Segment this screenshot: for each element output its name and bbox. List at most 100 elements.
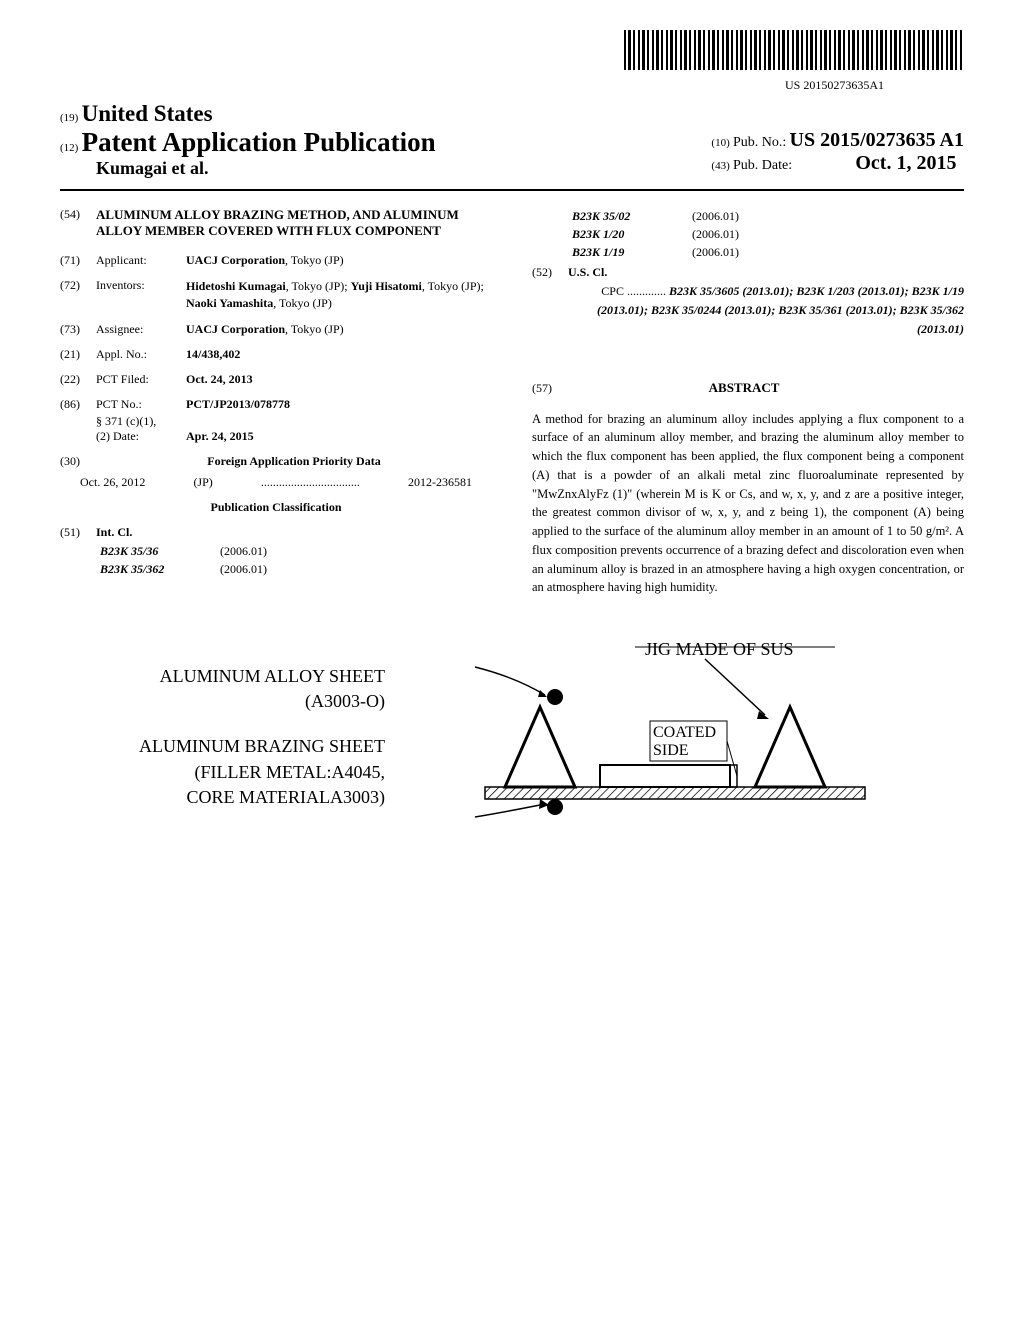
header-right: (10) Pub. No.: US 2015/0273635 A1 (43) P… xyxy=(711,101,964,175)
header-left: (19) United States (12) Patent Applicati… xyxy=(60,101,711,179)
assignee-loc: , Tokyo (JP) xyxy=(285,322,344,336)
title-row: (54) ALUMINUM ALLOY BRAZING METHOD, AND … xyxy=(60,207,492,243)
figure-area: ALUMINUM ALLOY SHEET (A3003-O) ALUMINUM … xyxy=(60,637,964,837)
applicant-value: UACJ Corporation, Tokyo (JP) xyxy=(186,253,492,268)
class-code: B23K 35/362 xyxy=(100,560,220,578)
class-code: B23K 35/36 xyxy=(100,542,220,560)
assignee-row: (73) Assignee: UACJ Corporation, Tokyo (… xyxy=(60,322,492,337)
date-2-row: (2) Date: Apr. 24, 2015 xyxy=(60,429,492,444)
pub-no-num: (10) xyxy=(711,137,729,149)
barcode-graphic xyxy=(624,30,964,70)
class-row: B23K 35/02 (2006.01) xyxy=(532,207,964,225)
inventors-num: (72) xyxy=(60,278,96,312)
cpc-label: CPC ............. xyxy=(601,284,666,298)
class-code: B23K 1/20 xyxy=(572,225,692,243)
authors: Kumagai et al. xyxy=(96,158,209,178)
barcode-number: US 20150273635A1 xyxy=(60,78,884,93)
inventor-3-loc: , Tokyo (JP) xyxy=(273,296,332,310)
inventors-label: Inventors: xyxy=(96,278,186,312)
section-371-row: § 371 (c)(1), xyxy=(60,414,492,429)
abstract-title: ABSTRACT xyxy=(571,380,917,396)
pub-no-label: Pub. No.: xyxy=(733,135,786,150)
figure-left-labels: ALUMINUM ALLOY SHEET (A3003-O) ALUMINUM … xyxy=(139,664,385,810)
priority-date: Oct. 26, 2012 xyxy=(80,475,145,490)
applicant-row: (71) Applicant: UACJ Corporation, Tokyo … xyxy=(60,253,492,268)
pub-class-title: Publication Classification xyxy=(60,500,492,515)
right-column: B23K 35/02 (2006.01) B23K 1/20 (2006.01)… xyxy=(532,207,964,597)
country-num: (19) xyxy=(60,112,78,124)
int-cl-label: Int. Cl. xyxy=(96,525,492,540)
us-cl-num: (52) xyxy=(532,265,568,280)
class-year: (2006.01) xyxy=(220,542,267,560)
pub-no-value: US 2015/0273635 A1 xyxy=(790,129,964,151)
applicant-num: (71) xyxy=(60,253,96,268)
int-cl-list-cont: B23K 35/02 (2006.01) B23K 1/20 (2006.01)… xyxy=(532,207,964,261)
class-code: B23K 35/02 xyxy=(572,207,692,225)
inventor-2-name: Yuji Hisatomi xyxy=(351,279,422,293)
us-cl-label: U.S. Cl. xyxy=(568,265,964,280)
priority-header-row: (30) Foreign Application Priority Data xyxy=(60,454,492,469)
inventor-1-loc: , Tokyo (JP); xyxy=(286,279,351,293)
appl-no-value: 14/438,402 xyxy=(186,347,492,362)
priority-country: (JP) xyxy=(193,475,212,490)
int-cl-num: (51) xyxy=(60,525,96,540)
abstract-num: (57) xyxy=(532,381,568,396)
pct-filed-row: (22) PCT Filed: Oct. 24, 2013 xyxy=(60,372,492,387)
inventors-value: Hidetoshi Kumagai, Tokyo (JP); Yuji Hisa… xyxy=(186,278,492,312)
assignee-value: UACJ Corporation, Tokyo (JP) xyxy=(186,322,492,337)
assignee-label: Assignee: xyxy=(96,322,186,337)
applicant-label: Applicant: xyxy=(96,253,186,268)
coated-label-text: COATED xyxy=(653,724,716,741)
fig-label-1-sub: (A3003-O) xyxy=(139,689,385,714)
priority-data-row: Oct. 26, 2012 (JP) .....................… xyxy=(60,475,492,490)
left-column: (54) ALUMINUM ALLOY BRAZING METHOD, AND … xyxy=(60,207,492,597)
content-columns: (54) ALUMINUM ALLOY BRAZING METHOD, AND … xyxy=(60,207,964,597)
date-2-value: Apr. 24, 2015 xyxy=(186,429,492,444)
priority-num: (30) xyxy=(60,454,96,469)
side-label-text: SIDE xyxy=(653,742,689,759)
pub-date-label: Pub. Date: xyxy=(733,158,792,173)
pct-no-label: PCT No.: xyxy=(96,397,186,412)
applicant-name: UACJ Corporation xyxy=(186,253,285,267)
fig-label-1: ALUMINUM ALLOY SHEET xyxy=(139,664,385,689)
date-2-label: (2) Date: xyxy=(96,429,186,444)
abstract-text: A method for brazing an aluminum alloy i… xyxy=(532,410,964,598)
applicant-loc: , Tokyo (JP) xyxy=(285,253,344,267)
inventors-row: (72) Inventors: Hidetoshi Kumagai, Tokyo… xyxy=(60,278,492,312)
class-year: (2006.01) xyxy=(692,225,739,243)
appl-no-label: Appl. No.: xyxy=(96,347,186,362)
cpc-block: CPC ............. B23K 35/3605 (2013.01)… xyxy=(532,282,964,340)
pub-date-num: (43) xyxy=(711,160,729,172)
fig-label-2-sub2: CORE MATERIALA3003) xyxy=(139,785,385,810)
pub-type-title: Patent Application Publication xyxy=(82,127,436,157)
barcode-area xyxy=(60,30,964,74)
appl-no-row: (21) Appl. No.: 14/438,402 xyxy=(60,347,492,362)
assignee-num: (73) xyxy=(60,322,96,337)
jig-label-text: JIG MADE OF SUS xyxy=(645,639,794,659)
appl-no-num: (21) xyxy=(60,347,96,362)
pub-date-value: Oct. 1, 2015 xyxy=(855,152,956,174)
priority-app-no: 2012-236581 xyxy=(408,475,472,490)
title-num: (54) xyxy=(60,207,96,243)
pub-type-num: (12) xyxy=(60,142,78,154)
pct-filed-value: Oct. 24, 2013 xyxy=(186,372,492,387)
pct-no-row: (86) PCT No.: PCT/JP2013/078778 xyxy=(60,397,492,412)
us-cl-row: (52) U.S. Cl. xyxy=(532,265,964,280)
class-code: B23K 1/19 xyxy=(572,243,692,261)
int-cl-list: B23K 35/36 (2006.01) B23K 35/362 (2006.0… xyxy=(60,542,492,578)
class-row: B23K 1/19 (2006.01) xyxy=(532,243,964,261)
invention-title: ALUMINUM ALLOY BRAZING METHOD, AND ALUMI… xyxy=(96,207,492,239)
pct-no-value: PCT/JP2013/078778 xyxy=(186,397,492,412)
class-row: B23K 1/20 (2006.01) xyxy=(532,225,964,243)
priority-title: Foreign Application Priority Data xyxy=(96,454,492,469)
inventor-2-loc: , Tokyo (JP); xyxy=(422,279,484,293)
int-cl-row: (51) Int. Cl. xyxy=(60,525,492,540)
fig-label-2: ALUMINUM BRAZING SHEET xyxy=(139,734,385,759)
country-title: United States xyxy=(82,101,213,126)
section-371: § 371 (c)(1), xyxy=(96,414,492,429)
figure-diagram: JIG MADE OF SUS COATED SIDE xyxy=(445,637,885,837)
divider xyxy=(60,189,964,191)
class-row: B23K 35/362 (2006.01) xyxy=(60,560,492,578)
header-row: (19) United States (12) Patent Applicati… xyxy=(60,101,964,179)
class-year: (2006.01) xyxy=(692,243,739,261)
